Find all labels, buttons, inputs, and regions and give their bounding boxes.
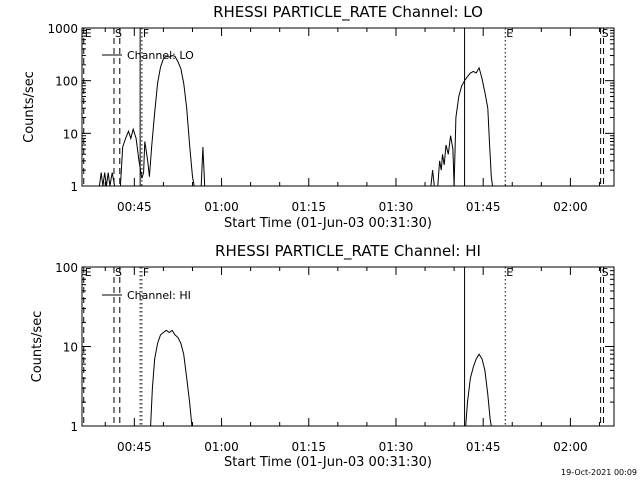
x-tick-label: 02:00 <box>553 200 588 214</box>
marker-flag: F <box>143 27 149 40</box>
series-line-segment <box>200 146 206 187</box>
y-tick-label: 1000 <box>47 22 78 36</box>
x-tick-label: 01:15 <box>291 200 326 214</box>
x-axis-label: Start Time (01-Jun-03 00:31:30) <box>224 455 432 470</box>
series-line-segment <box>430 170 435 187</box>
y-axis-label: Counts/sec <box>22 71 37 143</box>
x-tick-label: 00:45 <box>117 200 152 214</box>
marker-flag: S <box>115 266 122 279</box>
y-tick-label: 100 <box>55 75 78 89</box>
legend-label: Channel: LO <box>127 49 194 62</box>
chart-title: RHESSI PARTICLE_RATE Channel: LO <box>213 3 483 22</box>
x-tick-label: 01:00 <box>204 440 239 454</box>
x-tick-label: 00:45 <box>117 440 152 454</box>
series-line-segment <box>437 66 493 187</box>
series-line-segment <box>119 54 195 187</box>
y-tick-label: 10 <box>63 341 78 355</box>
legend-label: Channel: HI <box>127 289 191 302</box>
y-tick-label: 100 <box>55 261 78 275</box>
panel-hi-channel: RHESSI PARTICLE_RATE Channel: HI 00:45 01:… <box>30 242 615 470</box>
marker-flag: S <box>115 27 122 40</box>
marker-flag: S <box>602 266 609 279</box>
marker-flag: F <box>143 266 149 279</box>
marker-flag: E <box>85 266 92 279</box>
x-tick-label: 02:00 <box>553 440 588 454</box>
panel-lo-channel: RHESSI PARTICLE_RATE Channel: LO 00:45 01:… <box>22 3 615 231</box>
x-tick-label: 01:00 <box>204 200 239 214</box>
x-tick-label: 01:30 <box>379 440 414 454</box>
x-tick-label: 01:15 <box>291 440 326 454</box>
x-tick-label: 01:30 <box>379 200 414 214</box>
marker-flag: E <box>85 27 92 40</box>
series-line-segment <box>465 353 492 427</box>
footer-timestamp: 19-Oct-2021 00:09 <box>561 468 637 477</box>
series-line-segment <box>150 329 193 427</box>
plot-frame <box>81 27 615 187</box>
y-tick-label: 1 <box>70 180 78 194</box>
marker-flag: E <box>506 27 513 40</box>
marker-flag: S <box>602 27 609 40</box>
x-tick-label: 01:45 <box>466 440 501 454</box>
x-axis-label: Start Time (01-Jun-03 00:31:30) <box>224 216 432 231</box>
y-axis-label: Counts/sec <box>30 311 45 383</box>
series-line-segment <box>98 172 116 187</box>
x-tick-label: 01:45 <box>466 200 501 214</box>
y-tick-label: 10 <box>63 127 78 141</box>
y-tick-label: 1 <box>70 420 78 434</box>
chart-title: RHESSI PARTICLE_RATE Channel: HI <box>215 242 481 261</box>
marker-flag: E <box>506 266 513 279</box>
